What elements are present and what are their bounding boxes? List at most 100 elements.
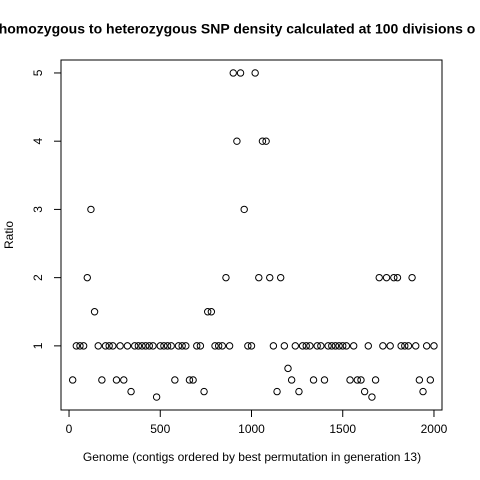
point [390, 273, 398, 282]
point [342, 342, 351, 350]
point [76, 342, 84, 350]
x-axis-label: Genome (contigs ordered by best permutat… [83, 450, 421, 464]
point [357, 376, 365, 384]
point [426, 376, 435, 384]
point [240, 205, 248, 214]
point [255, 273, 263, 282]
point [90, 308, 99, 316]
point [244, 342, 252, 350]
point [313, 342, 321, 350]
point [386, 342, 394, 350]
point [320, 376, 329, 384]
point [101, 342, 110, 350]
point [266, 273, 274, 282]
point [339, 342, 347, 350]
point [189, 376, 197, 384]
point [83, 273, 91, 282]
point [98, 376, 106, 384]
point [379, 342, 387, 350]
point [185, 376, 194, 384]
point [302, 342, 310, 350]
point [178, 342, 186, 350]
point [116, 342, 124, 350]
point [284, 364, 292, 373]
point [218, 342, 227, 350]
point [368, 393, 376, 401]
point [375, 273, 383, 282]
x-tick-label: 1500 [329, 422, 356, 436]
point [200, 387, 208, 396]
x-tick-label: 500 [150, 422, 170, 436]
point [251, 69, 259, 77]
point [287, 376, 296, 384]
point [123, 342, 132, 350]
point [149, 342, 157, 350]
point [291, 342, 299, 350]
x-tick-label: 1000 [238, 422, 265, 436]
point [171, 376, 179, 384]
point [156, 342, 164, 350]
point [167, 342, 175, 350]
point [174, 342, 183, 350]
point [412, 342, 420, 350]
point [335, 342, 343, 350]
point [204, 308, 212, 316]
point [349, 342, 358, 350]
y-axis-label: Ratio [2, 221, 16, 249]
point [94, 342, 102, 350]
point [127, 387, 135, 396]
point [382, 273, 391, 282]
point [233, 137, 241, 145]
point [182, 342, 190, 350]
point [419, 387, 427, 396]
point [324, 342, 332, 350]
point [422, 342, 431, 350]
point [298, 342, 307, 350]
point [120, 376, 128, 384]
chart-title: homozygous to heterozygous SNP density c… [0, 21, 475, 37]
y-tick-label: 2 [31, 274, 45, 281]
point [328, 342, 336, 350]
point [214, 342, 223, 350]
point [269, 342, 278, 350]
point [225, 342, 234, 350]
point [280, 342, 289, 350]
point [247, 342, 256, 350]
point [306, 342, 314, 350]
point [371, 376, 380, 384]
point [222, 273, 230, 282]
point [229, 69, 237, 77]
point [404, 342, 413, 350]
point [236, 69, 245, 77]
point [193, 342, 201, 350]
point [112, 376, 121, 384]
point [141, 342, 150, 350]
point [397, 342, 405, 350]
point [131, 342, 139, 350]
y-tick-label: 1 [31, 342, 45, 349]
point [79, 342, 88, 350]
point [273, 387, 281, 396]
point [276, 273, 285, 282]
point [145, 342, 154, 350]
point [401, 342, 409, 350]
point [317, 342, 325, 350]
point [87, 205, 95, 214]
point [353, 376, 362, 384]
point [364, 342, 372, 350]
point [408, 273, 416, 282]
point [309, 376, 318, 384]
point [360, 387, 369, 396]
point [331, 342, 340, 350]
point [72, 342, 81, 350]
point [211, 342, 219, 350]
point [258, 137, 267, 145]
point [152, 393, 161, 401]
point [134, 342, 143, 350]
x-tick-label: 0 [66, 422, 73, 436]
point [415, 376, 424, 384]
point [393, 273, 402, 282]
point [160, 342, 168, 350]
point [163, 342, 172, 350]
